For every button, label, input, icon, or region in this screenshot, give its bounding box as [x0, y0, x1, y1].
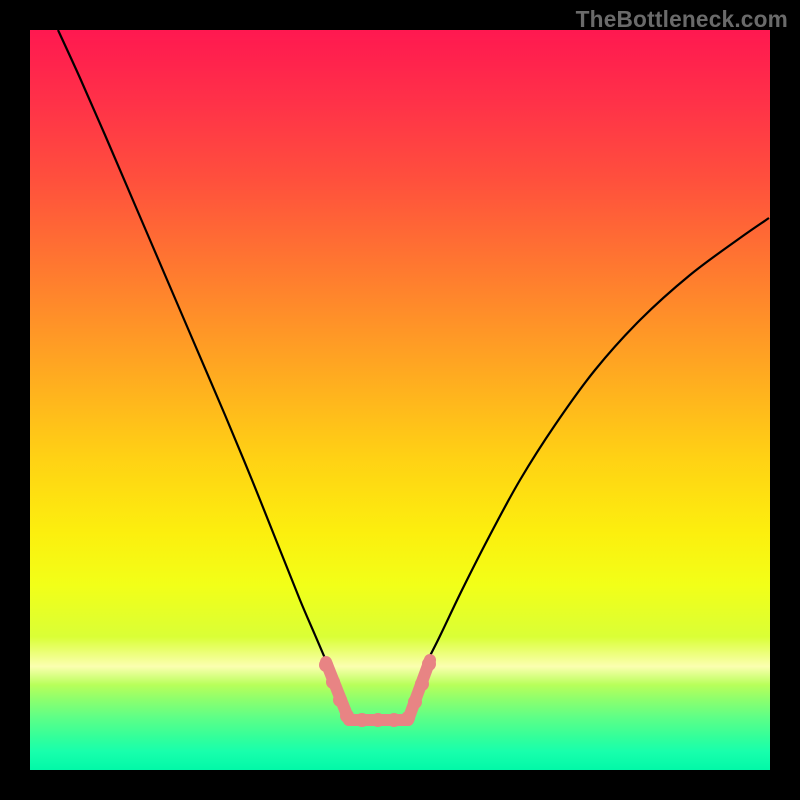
pink-dot	[319, 658, 333, 672]
pink-dot	[333, 693, 347, 707]
watermark-text: TheBottleneck.com	[576, 6, 788, 33]
pink-dot	[387, 713, 401, 727]
pink-dot	[408, 695, 422, 709]
pink-dot	[355, 713, 369, 727]
pink-dot	[401, 711, 415, 725]
pink-dot	[326, 675, 340, 689]
gradient-background	[30, 30, 770, 770]
chart-stage: TheBottleneck.com	[0, 0, 800, 800]
pink-dot	[371, 713, 385, 727]
pink-dot	[422, 657, 436, 671]
bottleneck-chart	[0, 0, 800, 800]
pink-dot	[415, 677, 429, 691]
pink-dot	[340, 709, 354, 723]
